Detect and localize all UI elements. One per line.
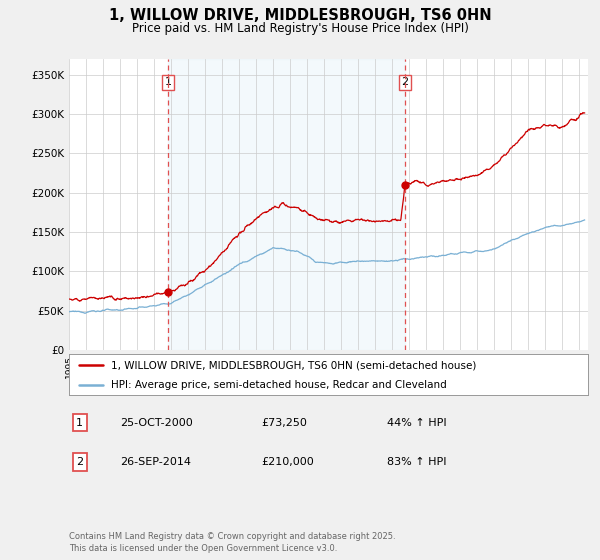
- Text: 1: 1: [76, 418, 83, 428]
- Text: Contains HM Land Registry data © Crown copyright and database right 2025.
This d: Contains HM Land Registry data © Crown c…: [69, 532, 395, 553]
- Text: HPI: Average price, semi-detached house, Redcar and Cleveland: HPI: Average price, semi-detached house,…: [110, 380, 446, 390]
- Text: 1: 1: [164, 77, 172, 87]
- Text: 44% ↑ HPI: 44% ↑ HPI: [387, 418, 446, 428]
- Text: 2: 2: [76, 457, 83, 467]
- Text: £210,000: £210,000: [261, 457, 314, 467]
- Text: 83% ↑ HPI: 83% ↑ HPI: [387, 457, 446, 467]
- Text: Price paid vs. HM Land Registry's House Price Index (HPI): Price paid vs. HM Land Registry's House …: [131, 22, 469, 35]
- Text: 25-OCT-2000: 25-OCT-2000: [120, 418, 193, 428]
- Text: 2: 2: [401, 77, 409, 87]
- Text: £73,250: £73,250: [261, 418, 307, 428]
- Text: 1, WILLOW DRIVE, MIDDLESBROUGH, TS6 0HN (semi-detached house): 1, WILLOW DRIVE, MIDDLESBROUGH, TS6 0HN …: [110, 361, 476, 370]
- Bar: [168, 59, 405, 350]
- Text: 26-SEP-2014: 26-SEP-2014: [120, 457, 191, 467]
- Text: 1, WILLOW DRIVE, MIDDLESBROUGH, TS6 0HN: 1, WILLOW DRIVE, MIDDLESBROUGH, TS6 0HN: [109, 8, 491, 24]
